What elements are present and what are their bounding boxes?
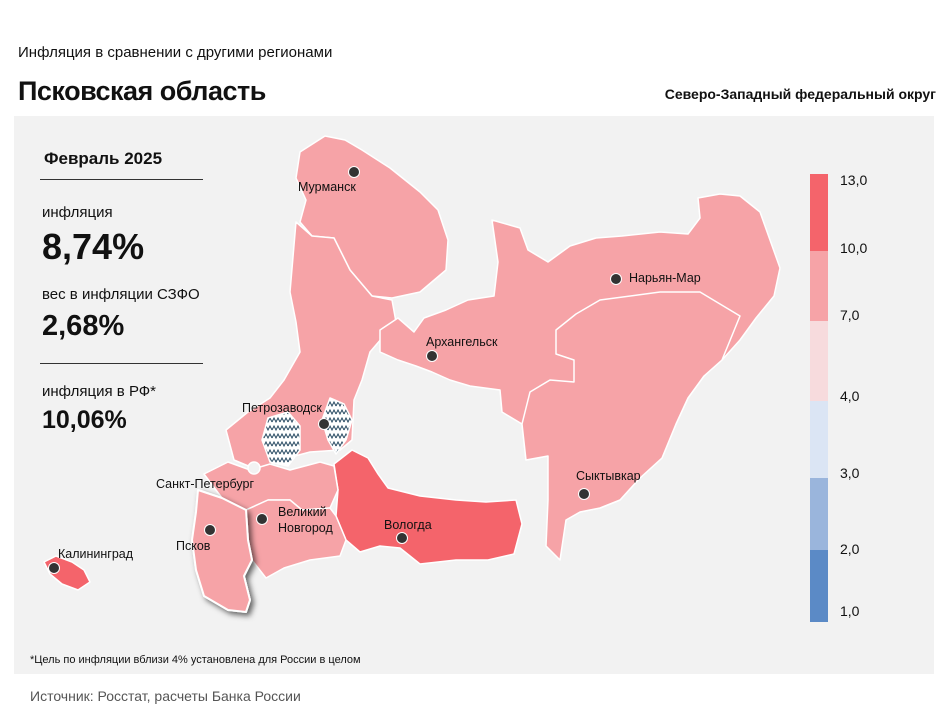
vologda-dot <box>396 532 408 544</box>
legend-bin-1-2 <box>810 550 828 622</box>
legend-bin-3-4 <box>810 401 828 478</box>
naryan-mar-dot <box>610 273 622 285</box>
inflation-value: 8,74% <box>42 226 145 267</box>
weight-label: вес в инфляции СЗФО <box>42 286 200 303</box>
divider-bottom <box>40 363 203 364</box>
label-arkhangelsk: Архангельск <box>426 335 498 349</box>
subtitle: Инфляция в сравнении с другими регионами <box>18 44 333 61</box>
label-spb: Санкт-Петербург <box>156 477 254 491</box>
region-pskov <box>191 489 253 613</box>
label-pskov: Псков <box>176 539 211 553</box>
label-vologda: Вологда <box>384 518 432 532</box>
kaliningrad-dot <box>48 562 60 574</box>
map-panel <box>14 116 934 674</box>
region-komi <box>521 291 741 561</box>
legend-bin-4-7 <box>810 321 828 401</box>
legend-tick: 13,0 <box>840 172 868 188</box>
region-vologda <box>333 449 523 565</box>
lake-ladoga <box>261 411 301 467</box>
syktyvkar-dot <box>578 488 590 500</box>
period-label: Февраль 2025 <box>44 149 163 168</box>
label-petrozavodsk: Петрозаводск <box>242 401 322 415</box>
source-note: Источник: Росстат, расчеты Банка России <box>30 688 301 704</box>
legend-bin-10-13 <box>810 174 828 251</box>
page-title: Псковская область <box>18 76 266 106</box>
legend-tick: 2,0 <box>840 541 860 557</box>
rf-inflation-value: 10,06% <box>42 406 127 434</box>
region-novgorod <box>245 499 347 579</box>
arkhangelsk-dot <box>426 350 438 362</box>
region-karelia <box>225 221 397 471</box>
footnote: *Цель по инфляции вблизи 4% установлена … <box>30 654 361 666</box>
label-kaliningrad: Калининград <box>58 547 134 561</box>
label-novgorod: Новгород <box>278 521 333 535</box>
district-name: Северо-Западный федеральный округ <box>664 86 936 102</box>
petrozavodsk-dot <box>318 418 330 430</box>
region-murmansk <box>295 135 449 299</box>
legend-tick: 7,0 <box>840 307 860 323</box>
legend-tick: 1,0 <box>840 603 860 619</box>
label-syktyvkar: Сыктывкар <box>576 469 641 483</box>
inflation-label: инфляция <box>42 204 113 221</box>
velikiy-novgorod-dot <box>256 513 268 525</box>
legend-bin-7-10 <box>810 251 828 321</box>
rf-inflation-label: инфляция в РФ* <box>42 383 157 400</box>
murmansk-dot <box>348 166 360 178</box>
legend-tick: 3,0 <box>840 465 860 481</box>
divider-top <box>40 179 203 180</box>
legend-tick: 10,0 <box>840 240 868 256</box>
pskov-dot <box>204 524 216 536</box>
legend-tick: 4,0 <box>840 388 860 404</box>
legend-bin-2-3 <box>810 478 828 550</box>
label-naryan-mar: Нарьян-Мар <box>629 271 701 285</box>
label-velikiy: Великий <box>278 505 327 519</box>
spb-marker <box>247 461 261 475</box>
label-murmansk: Мурманск <box>298 180 356 194</box>
weight-value: 2,68% <box>42 310 125 342</box>
